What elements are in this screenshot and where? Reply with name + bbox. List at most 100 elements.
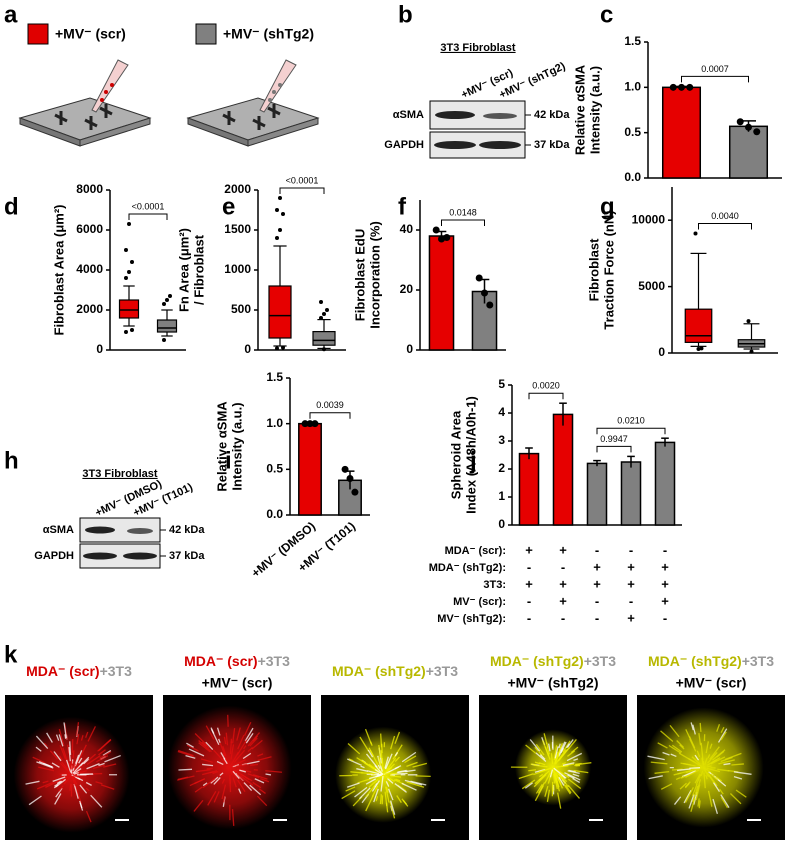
cell-process [347, 758, 362, 766]
condition-mark: + [525, 576, 533, 591]
data-point [443, 234, 451, 241]
cell-process [535, 752, 547, 762]
cell-process [73, 763, 77, 769]
cell-process [202, 782, 208, 787]
cell-process [567, 778, 582, 789]
dish-illustration [18, 59, 152, 147]
cell-process [575, 762, 582, 766]
cell-process [554, 746, 559, 759]
y-axis-label: Fn Area (μm²) [176, 228, 191, 312]
cell-process [178, 749, 194, 757]
cell-process [65, 759, 72, 773]
outlier [322, 347, 326, 352]
cell-process [243, 722, 252, 736]
cell-process [703, 767, 711, 773]
title-part: +3T3 [584, 653, 617, 669]
cell-process [389, 801, 396, 819]
cell-process [706, 772, 715, 784]
cell-process [370, 741, 373, 746]
panel-label: j [469, 447, 477, 474]
condition-mark: - [561, 559, 565, 574]
y-axis-label: Spheroid Area [448, 410, 463, 499]
cell-process [386, 763, 395, 772]
cell-process [675, 777, 681, 781]
cell-process [401, 751, 417, 763]
y-tick-label: 1.5 [266, 370, 283, 384]
outlier [322, 312, 326, 316]
cell-process [103, 763, 117, 768]
data-point [678, 83, 685, 91]
cell-process [79, 800, 83, 809]
data-point [753, 128, 761, 136]
condition-mark: - [629, 593, 633, 608]
image-treatment: +MV⁻ (scr) [676, 675, 747, 691]
cell-process [58, 785, 64, 792]
y-axis-label: Intensity (a.u.) [229, 402, 244, 490]
cell-process [46, 732, 53, 743]
cell-process [243, 782, 253, 792]
cell-process [564, 772, 581, 781]
y-tick-label: 2000 [224, 182, 251, 196]
cell-process [55, 787, 63, 798]
cell-process [685, 769, 700, 778]
micrograph [5, 695, 153, 840]
cell-process [654, 770, 670, 774]
cell-process [36, 761, 54, 769]
cell-process [198, 742, 211, 753]
cell-process [397, 769, 407, 773]
cell-process [385, 781, 390, 787]
spheroid [13, 716, 130, 833]
spheroid [643, 707, 764, 828]
data-point [736, 118, 744, 126]
cell-process [716, 724, 721, 732]
cell-process [683, 762, 692, 766]
y-axis-label: Fibroblast EdU [352, 229, 367, 321]
cell-process [341, 790, 356, 800]
cell-process [395, 778, 401, 782]
condition-label: 3T3: [483, 579, 506, 591]
y-tick-label: 2000 [76, 302, 103, 316]
condition-mark: + [525, 542, 533, 557]
box [684, 308, 713, 343]
data-point [686, 83, 694, 91]
cell-process [55, 778, 66, 788]
outlier [168, 294, 172, 298]
panel-label: b [398, 1, 413, 28]
cell-process [735, 789, 747, 798]
cell-process [360, 759, 376, 770]
bar [428, 235, 455, 351]
cell-process [710, 756, 726, 765]
condition-mark: - [561, 610, 565, 625]
cell-process [252, 774, 268, 780]
scale-label: 100 μm [420, 824, 461, 838]
cell-process [220, 752, 226, 760]
cell-process [715, 776, 723, 782]
cell-process [252, 781, 262, 789]
cell-process [537, 782, 546, 794]
cell-process [379, 794, 382, 805]
cell-process [85, 787, 90, 792]
cell-process [695, 779, 702, 796]
cell-process [219, 772, 224, 777]
title-part: +3T3 [100, 663, 133, 679]
cell-process [691, 756, 701, 765]
cell-process [544, 785, 549, 797]
cell-process [249, 784, 262, 796]
cell-process [223, 757, 228, 765]
y-tick-label: 8000 [76, 182, 103, 196]
band [123, 552, 157, 560]
cell-process [648, 775, 663, 780]
y-tick-label: 0.0 [624, 170, 641, 184]
cell-process [58, 755, 63, 761]
y-tick-label: 0 [498, 517, 505, 531]
cell-process [249, 737, 258, 747]
cell-process [703, 768, 710, 778]
cell-process [232, 777, 237, 788]
cell-process [67, 744, 70, 754]
cell-process [404, 755, 417, 764]
cell-process [406, 761, 418, 767]
cell-process [733, 771, 752, 775]
cell-process [390, 735, 396, 750]
swatch [195, 23, 217, 45]
micrograph [637, 695, 785, 840]
